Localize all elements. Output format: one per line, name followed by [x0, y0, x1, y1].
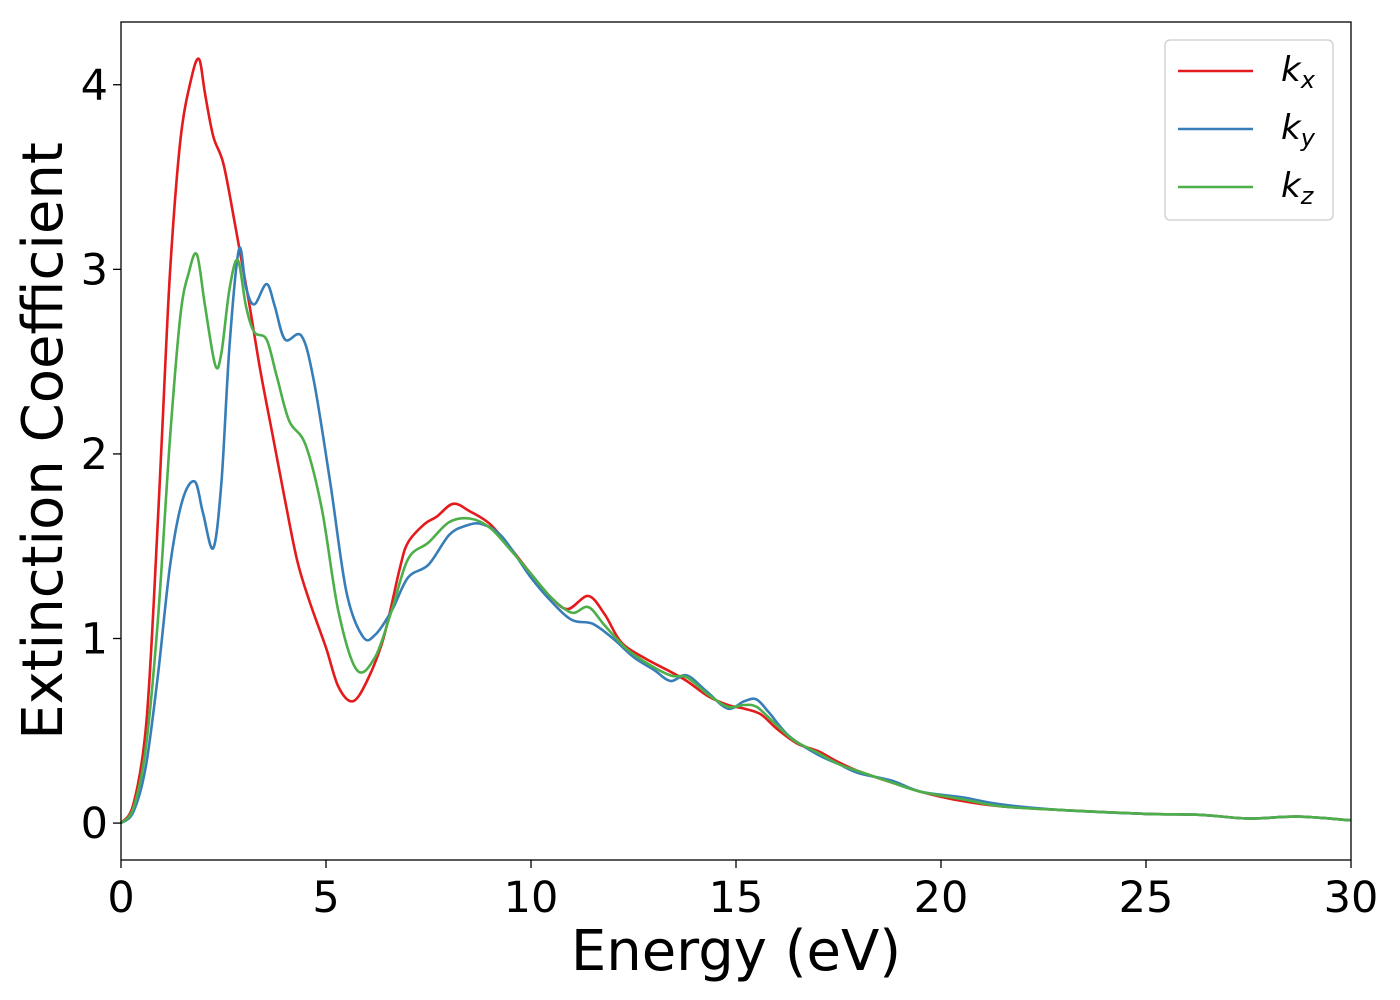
x-tick-label: 15 — [709, 873, 764, 923]
legend-label-y: ky — [1281, 108, 1316, 152]
y-axis: 0 1 2 3 4 — [81, 61, 121, 849]
x-axis-title: Energy (eV) — [571, 919, 901, 984]
y-tick-label: 4 — [81, 61, 108, 111]
series-layer — [119, 57, 1352, 825]
y-axis-title: Extinction Coefficient — [11, 142, 76, 740]
x-tick-label: 25 — [1119, 873, 1174, 923]
x-tick-label: 10 — [504, 873, 559, 923]
y-tick-label: 0 — [81, 799, 108, 849]
y-tick-label: 1 — [81, 615, 108, 665]
x-tick-label: 30 — [1324, 873, 1379, 923]
x-tick-label: 5 — [312, 873, 339, 923]
legend: kx ky kz — [1164, 39, 1334, 221]
x-tick-label: 20 — [914, 873, 969, 923]
series-line-y — [120, 246, 1352, 825]
legend-label-z: kz — [1281, 166, 1315, 210]
x-tick-label: 0 — [107, 873, 134, 923]
y-tick-label: 3 — [81, 245, 108, 295]
legend-label-x: kx — [1281, 50, 1316, 94]
y-tick-label: 2 — [81, 430, 108, 480]
series-line-z — [119, 252, 1352, 825]
x-axis: 0 5 10 15 20 25 30 — [107, 860, 1378, 923]
